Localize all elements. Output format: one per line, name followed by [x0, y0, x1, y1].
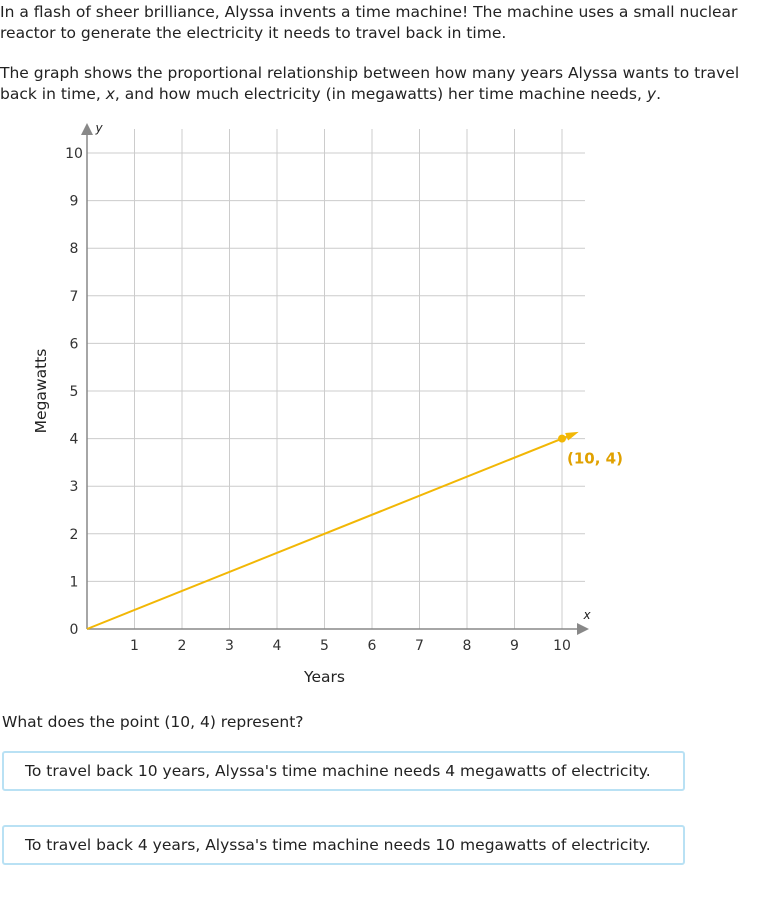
x-tick-label: 5 — [320, 638, 329, 654]
y-tick-label: 4 — [70, 432, 79, 448]
answer-choice-1[interactable]: To travel back 10 years, Alyssa's time m… — [2, 751, 685, 791]
y-tick-label: 0 — [70, 622, 79, 638]
x-tick-label: 8 — [463, 638, 472, 654]
x-tick-label: 7 — [415, 638, 424, 654]
tick-labels: 1 2 3 4 5 6 7 8 9 10 0 1 2 3 4 5 6 7 8 9 10 — [65, 146, 571, 654]
y-tick-label: 6 — [70, 336, 79, 352]
y-axis-arrow — [81, 123, 93, 135]
x-tick-label: 10 — [553, 638, 571, 654]
x-tick-label: 9 — [510, 638, 519, 654]
y-axis-variable: y — [94, 121, 103, 135]
problem-description: The graph shows the proportional relatio… — [0, 63, 756, 105]
plot-marks: (10, 4) — [86, 431, 623, 630]
y-tick-label: 5 — [70, 384, 79, 400]
proportional-graph: 1 2 3 4 5 6 7 8 9 10 0 1 2 3 4 5 6 7 8 9 10 (10, 4) Years Me… — [32, 121, 623, 686]
y-tick-label: 3 — [70, 479, 79, 495]
data-point-label: (10, 4) — [567, 450, 623, 468]
y-variable: y — [646, 85, 657, 103]
series-arrowhead — [565, 431, 579, 441]
y-tick-label: 2 — [70, 527, 79, 543]
x-axis-arrow — [577, 623, 589, 635]
x-tick-label: 1 — [130, 638, 139, 654]
y-tick-label: 10 — [65, 146, 83, 162]
description-text-2: , and how much electricity (in megawatts… — [114, 85, 647, 103]
y-axis-label: Megawatts — [32, 349, 50, 434]
axes — [81, 123, 589, 635]
y-tick-label: 7 — [70, 289, 79, 305]
y-tick-label: 1 — [70, 574, 79, 590]
x-tick-label: 2 — [178, 638, 187, 654]
x-axis-variable: x — [582, 608, 591, 622]
question-text: What does the point (10, 4) represent? — [2, 713, 304, 731]
x-variable: x — [105, 85, 115, 103]
grid-lines — [87, 129, 585, 629]
y-tick-label: 9 — [70, 194, 79, 210]
answer-choice-1-text: To travel back 10 years, Alyssa's time m… — [25, 762, 651, 780]
answer-choice-2-text: To travel back 4 years, Alyssa's time ma… — [25, 836, 651, 854]
x-tick-label: 3 — [225, 638, 234, 654]
x-axis-label: Years — [303, 668, 345, 686]
answer-choice-2[interactable]: To travel back 4 years, Alyssa's time ma… — [2, 825, 685, 865]
y-tick-label: 8 — [70, 241, 79, 257]
series-line — [86, 432, 576, 630]
description-text-1: The graph shows the proportional relatio… — [0, 64, 740, 103]
data-point — [558, 434, 566, 443]
problem-intro: In a flash of sheer brilliance, Alyssa i… — [0, 3, 738, 42]
x-tick-label: 4 — [273, 638, 282, 654]
x-tick-label: 6 — [368, 638, 377, 654]
description-text-3: . — [656, 85, 661, 103]
